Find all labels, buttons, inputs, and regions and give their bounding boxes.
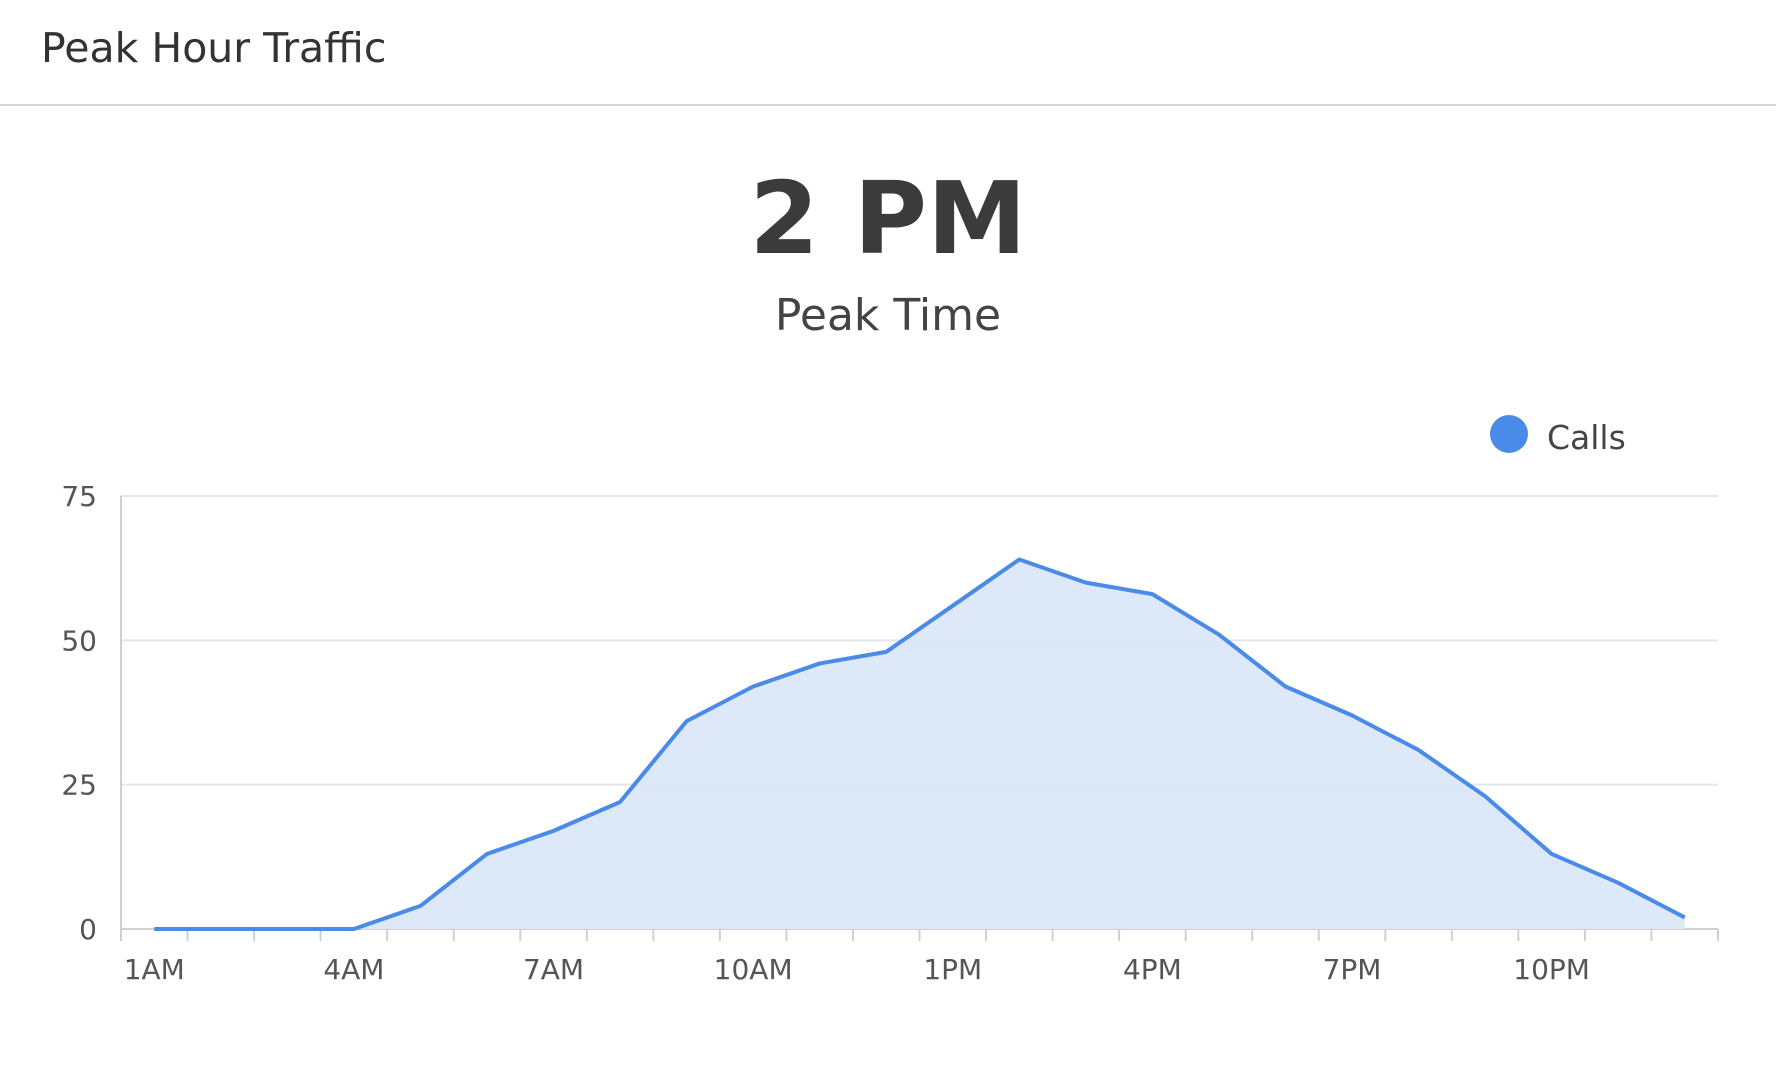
x-tick-label: 10PM	[1513, 953, 1590, 986]
card-header: Peak Hour Traffic	[0, 0, 1776, 106]
y-tick-label: 75	[61, 480, 97, 513]
legend-label-calls: Calls	[1547, 418, 1626, 457]
data-point	[285, 927, 289, 931]
legend-marker-calls	[1490, 415, 1528, 453]
data-point	[1084, 581, 1088, 585]
data-point	[1150, 592, 1154, 596]
data-point	[1217, 633, 1221, 637]
data-point	[552, 829, 556, 833]
y-tick-label: 0	[79, 913, 97, 946]
data-point	[352, 927, 356, 931]
area-fill	[154, 559, 1685, 929]
x-tick-label: 1PM	[923, 953, 982, 986]
data-point	[751, 685, 755, 689]
card-title: Peak Hour Traffic	[41, 24, 387, 72]
data-point	[1017, 558, 1021, 562]
data-point	[818, 661, 822, 665]
data-point	[152, 927, 156, 931]
x-tick-label: 10AM	[714, 953, 793, 986]
data-point	[1616, 881, 1620, 885]
data-point	[1550, 852, 1554, 856]
data-point	[685, 719, 689, 723]
peak-time-value: 2 PM	[749, 160, 1027, 277]
data-point	[485, 852, 489, 856]
data-point	[1483, 794, 1487, 798]
data-point	[1283, 685, 1287, 689]
x-tick-label: 1AM	[124, 953, 185, 986]
x-tick-label: 4PM	[1123, 953, 1182, 986]
y-tick-label: 25	[61, 769, 97, 802]
data-point	[219, 927, 223, 931]
peak-time-label: Peak Time	[774, 290, 1002, 341]
data-point	[1417, 748, 1421, 752]
y-tick-label: 50	[61, 624, 97, 657]
x-tick-label: 7PM	[1323, 953, 1382, 986]
data-point	[1683, 915, 1687, 919]
x-tick-label: 7AM	[523, 953, 584, 986]
series-line-calls	[154, 557, 1686, 931]
data-point	[1350, 713, 1354, 717]
data-point	[884, 650, 888, 654]
data-point	[418, 904, 422, 908]
data-point	[618, 800, 622, 804]
x-tick-label: 4AM	[323, 953, 384, 986]
data-point	[951, 604, 955, 608]
